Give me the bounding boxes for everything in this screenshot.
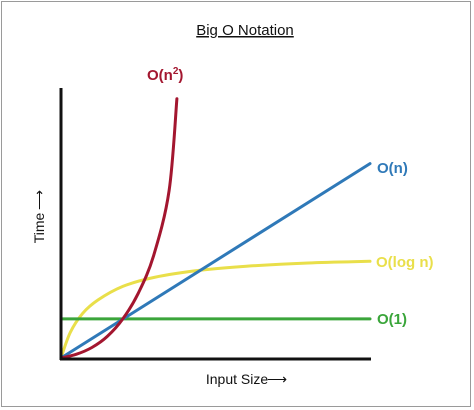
series-label-o-1: O(1)	[377, 311, 407, 328]
y-axis-label-group: Time ⟶	[31, 190, 47, 243]
series-label-o-n-squared: O(n2)	[147, 66, 183, 84]
x-axis-arrow: ⟶	[267, 371, 287, 387]
series-layer	[59, 97, 372, 360]
series-label-o-n: O(n)	[377, 160, 408, 177]
series-label-o-log-n: O(log n)	[376, 254, 433, 271]
x-axis-label: Input Size	[206, 371, 268, 387]
series-label-o-n-squared-sup: 2	[173, 66, 179, 77]
series-label-o-n-squared-main: O(n	[147, 67, 173, 84]
series-line-o-n-squared	[59, 97, 179, 360]
y-axis-label: Time	[31, 212, 47, 243]
series-line-o-log-n	[59, 259, 372, 360]
series-label-o-n-squared-close: )	[178, 67, 183, 84]
y-axis-arrow: ⟶	[31, 190, 47, 210]
series-line-o-n	[59, 162, 372, 360]
chart-title: Big O Notation	[196, 22, 294, 39]
